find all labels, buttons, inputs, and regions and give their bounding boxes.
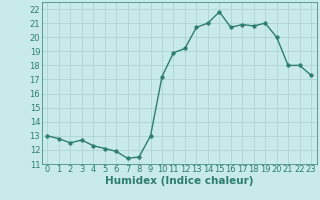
X-axis label: Humidex (Indice chaleur): Humidex (Indice chaleur)	[105, 176, 253, 186]
